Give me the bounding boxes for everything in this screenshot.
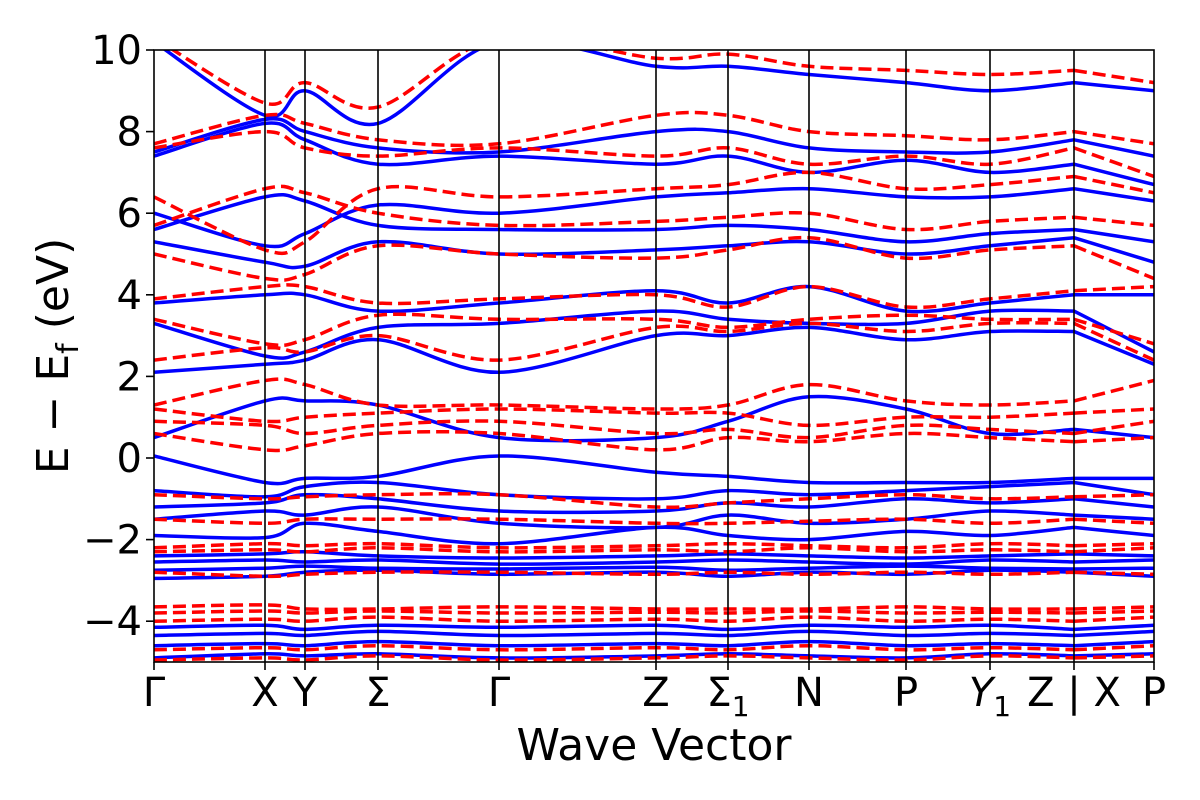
solid-band-12 bbox=[154, 480, 1154, 501]
dashed-band-8 bbox=[154, 541, 1154, 550]
dashed-band-10 bbox=[154, 491, 1154, 509]
dashed-band-14 bbox=[154, 377, 1154, 411]
solid-band-1 bbox=[154, 652, 1154, 660]
y-tick-label: 0 bbox=[117, 436, 142, 482]
high-symmetry-lines bbox=[264, 50, 1075, 662]
solid-band-15 bbox=[154, 325, 1154, 375]
solid-band-10 bbox=[154, 505, 1154, 530]
y-axis-title: E − Ef (eV) bbox=[28, 238, 86, 475]
x-tick-label: P bbox=[894, 670, 918, 716]
dashed-band-3 bbox=[154, 615, 1154, 623]
x-axis: Γ X Y Σ Γ Z Σ1 N P Y1 Z | X P bbox=[143, 662, 1166, 723]
x-tick-label: Z | X bbox=[1027, 670, 1121, 716]
x-tick-label: Z bbox=[642, 670, 669, 716]
solid-band-22 bbox=[154, 117, 1154, 158]
dashed-band-12 bbox=[154, 419, 1154, 440]
dashed-band-4 bbox=[154, 609, 1154, 615]
band-lines bbox=[154, 50, 1154, 662]
x-tick-label: Y1 bbox=[969, 670, 1011, 723]
dashed-band-13 bbox=[154, 407, 1154, 428]
y-axis: −4 −2 0 2 4 6 8 10 bbox=[83, 28, 154, 645]
x-tick-label: Σ bbox=[365, 670, 390, 716]
x-tick-label: N bbox=[794, 670, 824, 716]
x-tick-label: X bbox=[251, 670, 278, 716]
solid-band-18 bbox=[154, 235, 1154, 270]
solid-band-20 bbox=[154, 186, 1154, 249]
solid-band-6 bbox=[154, 564, 1154, 572]
x-tick-label: Y bbox=[292, 670, 318, 716]
dashed-band-22 bbox=[154, 110, 1154, 148]
dashed-band-6 bbox=[154, 570, 1154, 579]
dashed-band-20 bbox=[154, 170, 1154, 256]
dashed-band-5 bbox=[154, 603, 1154, 612]
solid-band-19 bbox=[154, 193, 1154, 244]
y-tick-label: −4 bbox=[83, 599, 142, 645]
solid-band-21 bbox=[154, 121, 1154, 187]
solid-band-17 bbox=[154, 284, 1154, 314]
solid-band-14 bbox=[154, 394, 1154, 443]
solid-band-13 bbox=[154, 454, 1154, 486]
solid-band-2 bbox=[154, 639, 1154, 648]
x-tick-label: Γ bbox=[488, 670, 511, 716]
dashed-band-17 bbox=[154, 283, 1154, 310]
x-axis-title: Wave Vector bbox=[517, 720, 793, 771]
x-tick-label: Σ1 bbox=[706, 670, 749, 723]
dashed-band-1 bbox=[154, 654, 1154, 662]
dashed-band-21 bbox=[154, 129, 1154, 179]
plot-frame bbox=[153, 49, 1155, 663]
y-tick-label: −2 bbox=[83, 518, 142, 564]
dashed-band-18 bbox=[154, 235, 1154, 282]
y-tick-label: 6 bbox=[117, 191, 142, 237]
x-tick-label: Γ bbox=[143, 670, 166, 716]
dashed-band-19 bbox=[154, 184, 1154, 232]
solid-band-4 bbox=[154, 623, 1154, 632]
y-tick-label: 2 bbox=[117, 354, 142, 400]
dashed-band-23 bbox=[170, 50, 1154, 110]
solid-band-3 bbox=[154, 629, 1154, 638]
dashed-band-2 bbox=[154, 643, 1154, 652]
y-tick-label: 10 bbox=[91, 28, 142, 74]
dashed-band-7 bbox=[154, 546, 1154, 554]
solid-band-23 bbox=[162, 50, 1154, 127]
dashed-band-16 bbox=[154, 312, 1154, 348]
y-tick-label: 4 bbox=[117, 273, 142, 319]
x-tick-label: P bbox=[1142, 670, 1166, 716]
dashed-band-15 bbox=[154, 321, 1154, 362]
y-tick-label: 8 bbox=[117, 110, 142, 156]
dashed-band-9 bbox=[154, 517, 1154, 526]
dashed-band-11 bbox=[154, 429, 1154, 453]
solid-band-7 bbox=[154, 558, 1154, 566]
